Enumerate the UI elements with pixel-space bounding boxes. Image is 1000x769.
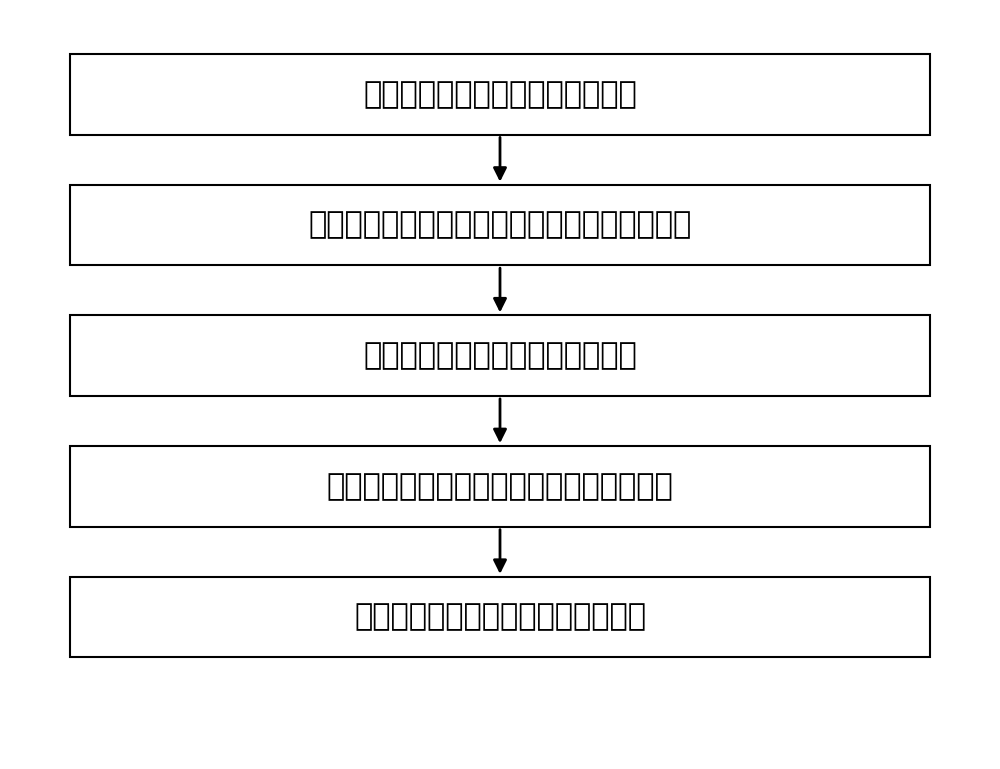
Bar [70,315,930,396]
Text: 计算桥壳轴承边界节点的动态载荷: 计算桥壳轴承边界节点的动态载荷 [363,341,637,370]
Bar [70,577,930,657]
Text: 计算完整桥壳体单元有限元模型的振动响应: 计算完整桥壳体单元有限元模型的振动响应 [327,472,673,501]
Text: 计算齿轮传动误差激励下的驱动桥系统振动响应: 计算齿轮传动误差激励下的驱动桥系统振动响应 [308,211,692,239]
Bar [70,446,930,527]
Bar [70,185,930,265]
Bar [70,54,930,135]
Text: 建立驱动桥系统的动力学分析模型: 建立驱动桥系统的动力学分析模型 [363,80,637,108]
Text: 计算桥壳声学边界元模型的噪声辐射: 计算桥壳声学边界元模型的噪声辐射 [354,603,646,631]
